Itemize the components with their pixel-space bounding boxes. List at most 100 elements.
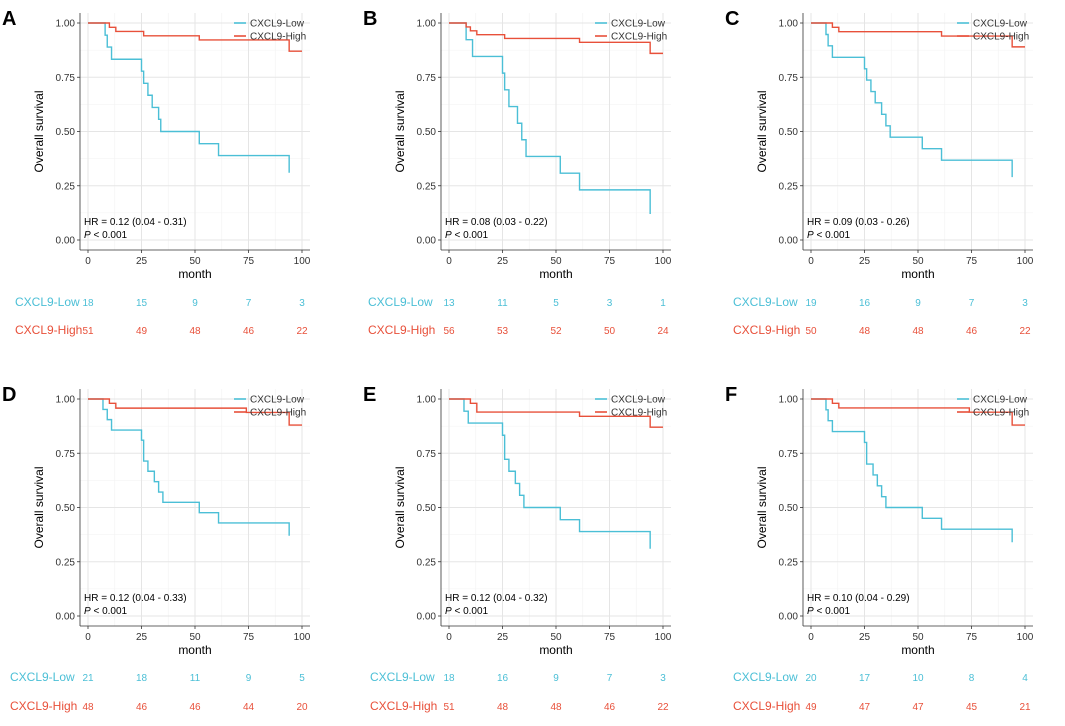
y-tick-label: 0.75 bbox=[779, 449, 799, 460]
y-axis-title: Overall survival bbox=[755, 90, 769, 172]
risk-count: 51 bbox=[443, 702, 455, 713]
curve-high bbox=[449, 398, 663, 428]
y-tick-label: 1.00 bbox=[417, 19, 437, 30]
y-tick-label: 0.00 bbox=[56, 612, 76, 623]
hr-annotation: HR = 0.12 (0.04 - 0.31) bbox=[84, 217, 187, 228]
risk-count: 49 bbox=[805, 702, 817, 713]
grid bbox=[803, 13, 1033, 250]
y-tick-label: 1.00 bbox=[779, 19, 799, 30]
p-label: P bbox=[445, 230, 452, 241]
y-tick-label: 0.50 bbox=[779, 503, 799, 514]
curve-low bbox=[811, 398, 1013, 543]
risk-count: 22 bbox=[657, 702, 669, 713]
curve-low bbox=[811, 22, 1013, 178]
p-annotation: P < 0.001 bbox=[807, 606, 851, 617]
legend-label: CXCL9-Low bbox=[250, 395, 305, 406]
x-tick-label: 100 bbox=[1017, 632, 1034, 643]
risk-row-label: CXCL9-High bbox=[368, 323, 435, 337]
risk-row-label: CXCL9-High bbox=[10, 699, 77, 713]
p-value: < 0.001 bbox=[91, 606, 128, 617]
risk-count: 48 bbox=[859, 326, 871, 337]
risk-count: 16 bbox=[859, 298, 871, 309]
risk-row-label: CXCL9-Low bbox=[733, 670, 798, 684]
x-tick-label: 0 bbox=[808, 632, 814, 643]
legend: CXCL9-Low CXCL9-High bbox=[595, 19, 667, 43]
panel-label: B bbox=[363, 8, 377, 30]
y-tick-label: 0.00 bbox=[417, 612, 437, 623]
y-tick-label: 0.75 bbox=[417, 449, 437, 460]
risk-count: 9 bbox=[192, 298, 198, 309]
risk-count: 11 bbox=[190, 673, 201, 684]
hr-annotation: HR = 0.12 (0.04 - 0.32) bbox=[445, 593, 548, 604]
risk-count: 10 bbox=[912, 673, 924, 684]
risk-row-label: CXCL9-Low bbox=[10, 670, 75, 684]
curve-low bbox=[88, 398, 290, 536]
x-tick-label: 0 bbox=[85, 256, 91, 267]
curve-high bbox=[88, 398, 302, 426]
y-tick-label: 0.25 bbox=[56, 557, 76, 568]
risk-row-label: CXCL9-High bbox=[733, 699, 800, 713]
x-tick-label: 25 bbox=[136, 256, 148, 267]
p-value: < 0.001 bbox=[814, 606, 851, 617]
y-tick-label: 0.50 bbox=[779, 127, 799, 138]
p-annotation: P < 0.001 bbox=[445, 606, 489, 617]
x-tick-label: 75 bbox=[966, 632, 978, 643]
legend-label: CXCL9-Low bbox=[973, 395, 1028, 406]
y-tick-label: 0.75 bbox=[417, 73, 437, 84]
p-annotation: P < 0.001 bbox=[84, 606, 128, 617]
risk-count: 3 bbox=[607, 298, 613, 309]
risk-row-label: CXCL9-Low bbox=[15, 295, 80, 309]
y-tick-label: 1.00 bbox=[779, 395, 799, 406]
x-tick-label: 50 bbox=[189, 256, 201, 267]
panel-b: B 0.00 0.25 0.50 0.75 1.00 0 25 50 75 100 month Over… bbox=[363, 8, 672, 337]
y-axis-title: Overall survival bbox=[393, 90, 407, 172]
risk-count: 8 bbox=[969, 673, 975, 684]
p-value: < 0.001 bbox=[452, 606, 489, 617]
curve-high bbox=[449, 22, 663, 55]
x-tick-label: 0 bbox=[446, 632, 452, 643]
x-tick-label: 75 bbox=[966, 256, 978, 267]
panel-f: F 0.00 0.25 0.50 0.75 1.00 0 25 50 75 100 month Over… bbox=[725, 384, 1034, 713]
x-tick-label: 25 bbox=[497, 632, 509, 643]
y-tick-label: 0.25 bbox=[417, 181, 437, 192]
legend-label: CXCL9-High bbox=[250, 32, 306, 43]
y-tick-label: 0.50 bbox=[417, 127, 437, 138]
grid bbox=[80, 389, 310, 626]
panel-c: C 0.00 0.25 0.50 0.75 1.00 0 25 50 75 100 month Over… bbox=[725, 8, 1034, 337]
legend-label: CXCL9-Low bbox=[611, 19, 666, 30]
risk-count: 20 bbox=[805, 673, 817, 684]
risk-count: 48 bbox=[497, 702, 509, 713]
risk-count: 21 bbox=[1019, 702, 1031, 713]
x-tick-label: 50 bbox=[912, 632, 924, 643]
y-axis-title: Overall survival bbox=[32, 466, 46, 548]
y-tick-label: 0.00 bbox=[417, 236, 437, 247]
y-tick-label: 1.00 bbox=[56, 19, 76, 30]
risk-count: 3 bbox=[660, 673, 666, 684]
risk-count: 46 bbox=[966, 326, 978, 337]
risk-count: 48 bbox=[912, 326, 924, 337]
p-label: P bbox=[84, 230, 91, 241]
x-tick-label: 25 bbox=[497, 256, 509, 267]
risk-count: 9 bbox=[915, 298, 921, 309]
y-tick-label: 0.75 bbox=[56, 449, 76, 460]
panel-d: D 0.00 0.25 0.50 0.75 1.00 0 25 50 75 100 month Over… bbox=[2, 384, 311, 713]
p-value: < 0.001 bbox=[452, 230, 489, 241]
legend-label: CXCL9-Low bbox=[973, 19, 1028, 30]
y-tick-label: 0.25 bbox=[779, 557, 799, 568]
y-axis-title: Overall survival bbox=[32, 90, 46, 172]
risk-count: 18 bbox=[82, 298, 94, 309]
risk-count: 47 bbox=[859, 702, 871, 713]
risk-count: 11 bbox=[497, 298, 508, 309]
y-tick-label: 0.00 bbox=[779, 236, 799, 247]
panel-label: E bbox=[363, 384, 376, 406]
y-tick-label: 0.50 bbox=[56, 127, 76, 138]
grid bbox=[80, 13, 310, 250]
panel-label: D bbox=[2, 384, 16, 406]
x-tick-label: 100 bbox=[655, 256, 672, 267]
hr-annotation: HR = 0.09 (0.03 - 0.26) bbox=[807, 217, 910, 228]
p-label: P bbox=[84, 606, 91, 617]
risk-table: CXCL9-Low 18 16 9 7 3 CXCL9-High 51 48 48 46 22 bbox=[370, 670, 669, 713]
risk-count: 46 bbox=[189, 702, 201, 713]
y-tick-label: 0.50 bbox=[417, 503, 437, 514]
